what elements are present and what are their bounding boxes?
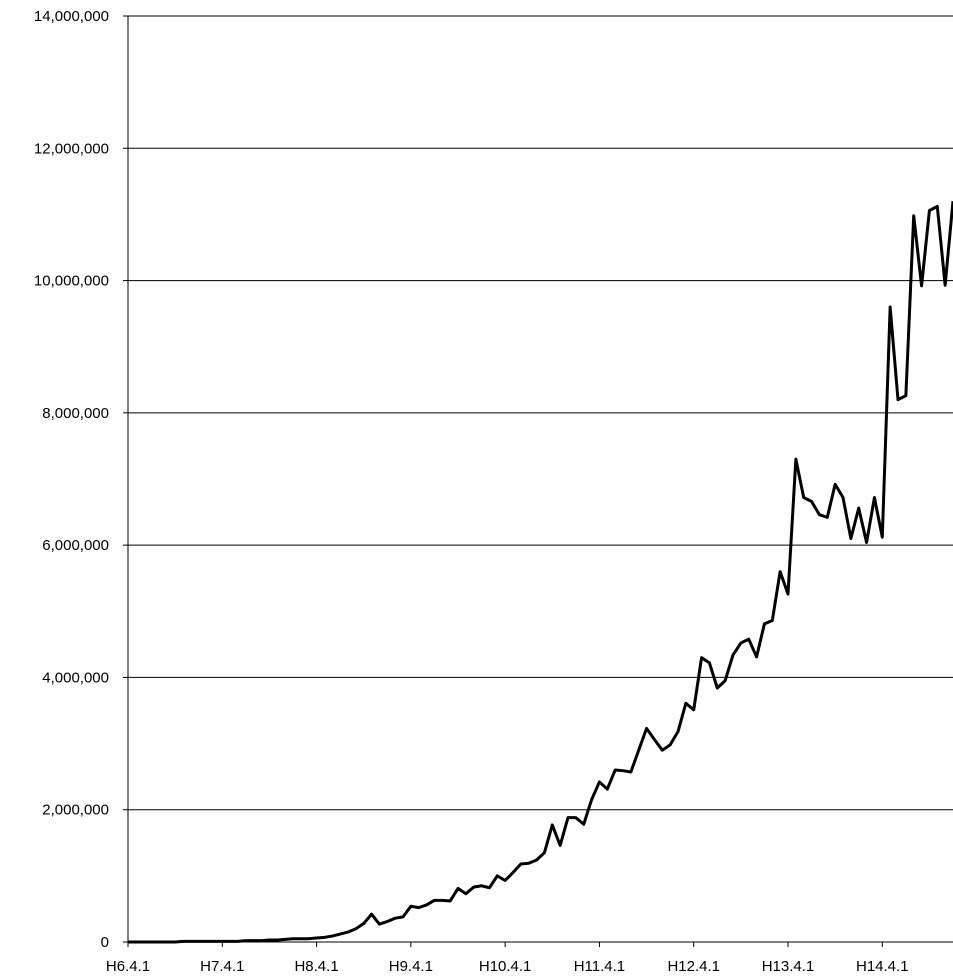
y-axis-tick-labels: 0 2,000,000 4,000,000 6,000,000 8,000,000 10,… (34, 8, 128, 951)
y-tick-label: 8,000,000 (42, 405, 109, 422)
y-tick-label: 2,000,000 (42, 802, 109, 819)
series-group (128, 201, 953, 944)
x-tick-label: H10.4.1 (479, 958, 532, 975)
y-tick-label: 4,000,000 (42, 669, 109, 686)
y-tick-label: 10,000,000 (34, 273, 109, 290)
x-tick-label: H7.4.1 (200, 958, 244, 975)
x-tick-label: H6.4.1 (106, 958, 150, 975)
x-tick-label: H14.4.1 (856, 958, 909, 975)
x-tick-label: H13.4.1 (762, 958, 815, 975)
y-tick-label: 12,000,000 (34, 140, 109, 157)
grid-lines (128, 15, 953, 811)
series-line (128, 201, 953, 944)
y-tick-label: 0 (101, 934, 109, 951)
x-tick-label: H12.4.1 (667, 958, 720, 975)
x-tick-label: H11.4.1 (574, 958, 625, 975)
x-tick-label: H8.4.1 (294, 958, 338, 975)
y-tick-label: 14,000,000 (34, 8, 109, 25)
y-tick-label: 6,000,000 (42, 537, 109, 554)
x-axis-tick-labels: H6.4.1 H7.4.1 H8.4.1 H9.4.1 H10.4.1 H11.4.1 H1… (106, 942, 909, 975)
x-tick-label: H9.4.1 (389, 958, 433, 975)
